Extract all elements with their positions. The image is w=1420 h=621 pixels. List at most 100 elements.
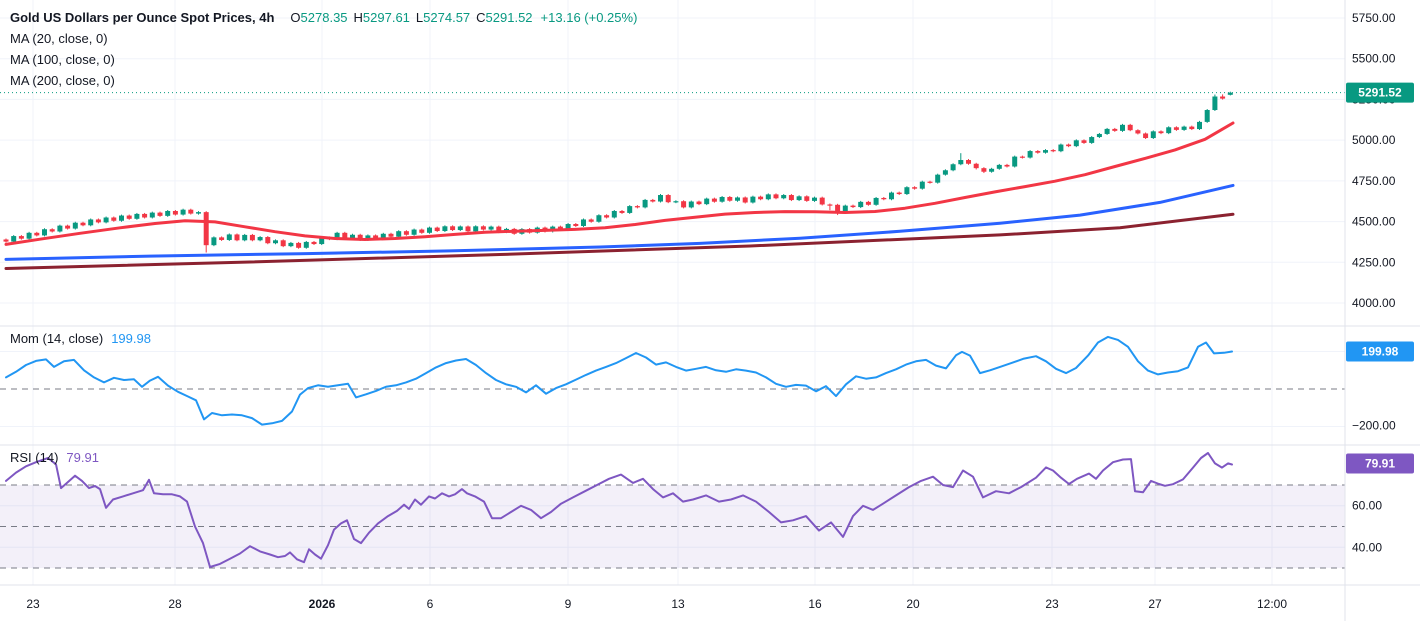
candle-down [634,206,640,208]
candle-up [1058,144,1064,152]
candle-up [273,240,278,244]
candle-up [1212,96,1218,111]
last-price-badge-text: 5291.52 [1358,86,1402,100]
candle-up [303,241,309,248]
candle-down [142,213,148,218]
open-label: O [290,10,301,25]
candle-down [219,237,225,240]
ma20-label: MA (20, close, 0) [10,31,108,46]
candle-up [904,187,910,195]
rsi-value: 79.91 [66,450,99,465]
candle-down [1127,124,1133,131]
candle-up [735,197,740,201]
price-axis-label: 4250.00 [1352,255,1396,269]
candle-up [704,198,710,205]
candle-up [457,226,463,231]
candle-up [411,229,417,235]
symbol-legend-row[interactable]: Gold US Dollars per Ounce Spot Prices, 4… [10,7,637,28]
candle-up [765,194,771,200]
ma200-label: MA (200, close, 0) [10,73,115,88]
candle-down [157,212,163,216]
candle-up [596,215,602,222]
candle-down [311,241,317,245]
ma100-label: MA (100, close, 0) [10,52,115,67]
momentum-value-badge[interactable]: 199.98 [1346,341,1414,362]
candle-down [835,204,841,211]
low-value: 5274.57 [423,10,471,25]
momentum-legend-row[interactable]: Mom (14, close) 199.98 [10,331,151,346]
candle-up [842,205,848,211]
time-axis-label: 16 [808,597,822,611]
candle-down [557,226,563,230]
candle-down [865,201,871,205]
time-axis-label: 6 [427,597,434,611]
candle-down [827,204,833,206]
symbol-title[interactable]: Gold US Dollars per Ounce Spot Prices, 4… [10,10,275,25]
candle-up [750,196,756,203]
candle-down [480,226,486,230]
ma100-legend-row[interactable]: MA (100, close, 0) [10,49,637,70]
candle-up [989,168,995,172]
high-label: H [353,10,363,25]
ma100-line [4,183,1235,261]
candle-up [1166,127,1172,134]
momentum-label: Mom (14, close) [10,331,104,346]
candle-up [1073,140,1079,147]
candle-down [496,226,502,233]
candle-up [919,181,925,189]
candle-down [465,226,471,232]
rsi-value-badge[interactable]: 79.91 [1346,453,1414,474]
candle-down [65,225,71,229]
ma20-legend-row[interactable]: MA (20, close, 0) [10,28,637,49]
candle-up [1227,92,1233,95]
momentum-value-badge-bg [1346,341,1414,362]
candle-up [796,196,802,201]
candle-up [488,226,494,230]
candle-up [1104,128,1110,134]
price-axis-label: 4500.00 [1352,215,1396,229]
candle-down [966,160,971,164]
candle-down [342,232,348,239]
candle-up [119,215,124,221]
candle-up [627,206,633,213]
ma200-legend-row[interactable]: MA (200, close, 0) [10,70,637,91]
candle-down [1112,128,1118,131]
candle-down [1066,144,1072,147]
candle-up [673,201,679,203]
candle-up [350,234,355,239]
open-value: 5278.35 [300,10,348,25]
candle-down [1050,150,1056,152]
last-price-badge-bg [1346,82,1414,103]
candle-up [288,242,294,247]
rsi-label: RSI (14) [10,450,59,465]
candle-up [996,164,1002,169]
chart-legend: Gold US Dollars per Ounce Spot Prices, 4… [10,7,637,91]
candle-up [88,219,94,226]
candle-up [858,201,864,208]
candle-down [881,197,887,200]
candle-down [388,233,394,237]
candle-down [696,201,702,205]
price-axis-label: 5750.00 [1352,11,1396,25]
last-price-badge[interactable]: 5291.52 [1346,82,1414,103]
candle-down [681,201,687,208]
time-axis-label: 28 [168,597,182,611]
candle-down [573,224,579,226]
candle-up [611,210,617,218]
candle-down [650,199,656,202]
candle-down [850,205,856,208]
candle-up [1120,124,1125,131]
candle-down [34,232,40,236]
momentum-value-badge-text: 199.98 [1362,345,1399,359]
candle-up [942,170,948,175]
rsi-legend-row[interactable]: RSI (14) 79.91 [10,450,99,465]
candle-down [95,219,101,223]
candle-up [11,236,17,242]
candle-down [296,242,302,248]
candle-up [950,164,956,171]
candle-up [57,225,63,232]
time-axis-label: 13 [671,597,685,611]
candle-up [688,201,694,208]
